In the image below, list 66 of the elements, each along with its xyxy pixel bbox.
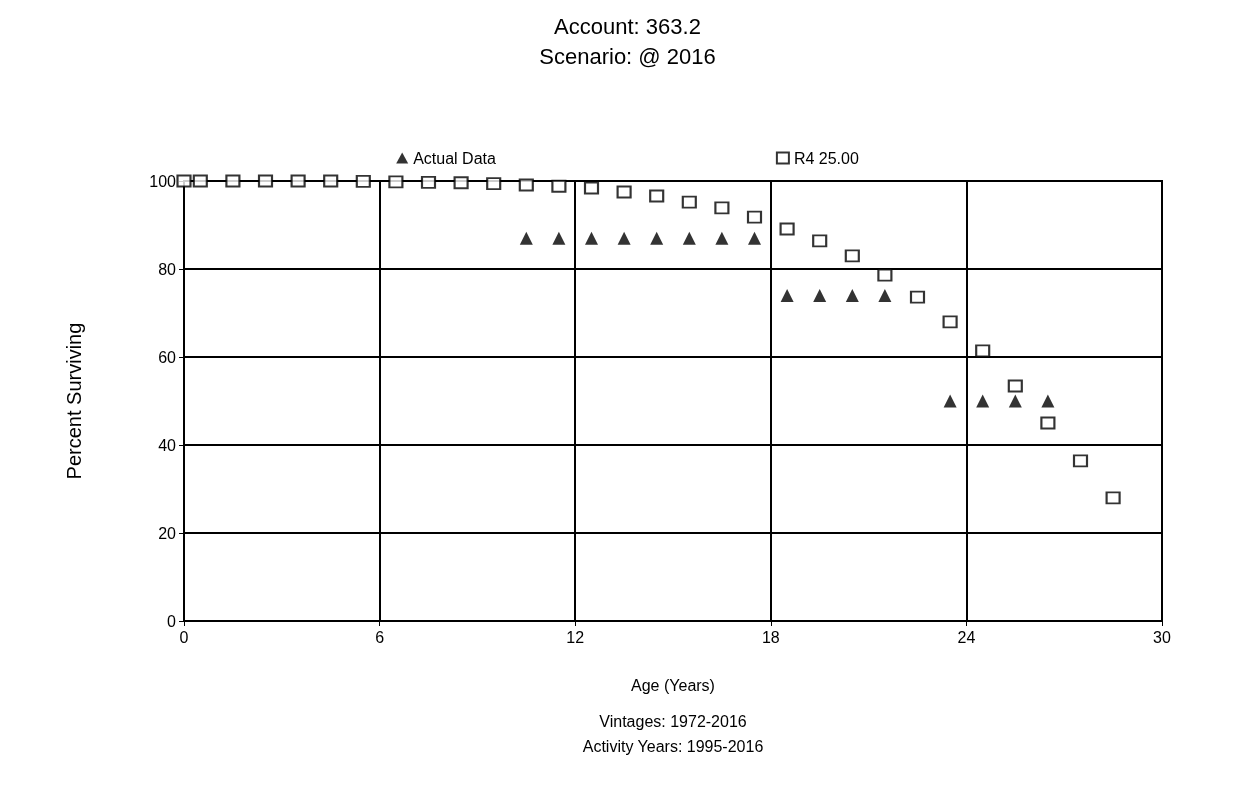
legend-label: Actual Data <box>413 149 496 167</box>
point <box>388 175 404 189</box>
y-tick-label: 40 <box>158 436 177 454</box>
point <box>844 249 860 263</box>
point <box>878 288 892 302</box>
chart-title: Account: 363.2 <box>554 13 701 39</box>
point <box>943 394 957 408</box>
point <box>453 176 469 190</box>
y-tick-label: 20 <box>158 524 177 542</box>
point <box>682 231 696 245</box>
point <box>681 195 697 209</box>
point <box>617 231 631 245</box>
point <box>486 177 502 191</box>
y-tick-label: 60 <box>158 348 177 366</box>
point <box>650 231 664 245</box>
point <box>519 231 533 245</box>
point <box>845 288 859 302</box>
point <box>779 222 795 236</box>
x-tick-label: 6 <box>375 628 385 646</box>
point <box>1008 394 1022 408</box>
point <box>812 234 828 248</box>
point <box>813 288 827 302</box>
x-tick-label: 24 <box>957 628 976 646</box>
point <box>975 344 991 358</box>
point <box>355 174 371 188</box>
point <box>552 231 566 245</box>
point <box>323 174 339 188</box>
point <box>584 181 599 195</box>
x-tick-label: 12 <box>566 628 585 646</box>
point <box>748 231 761 245</box>
legend-label: R4 25.00 <box>793 149 859 167</box>
point <box>747 210 762 224</box>
point <box>1041 394 1055 408</box>
y-tick-label: 100 <box>149 172 177 190</box>
point <box>976 394 990 408</box>
y-tick-label: 80 <box>158 260 177 278</box>
point <box>1105 491 1121 505</box>
y-tick-label: 0 <box>167 612 177 630</box>
point <box>1073 454 1088 468</box>
point <box>877 268 893 282</box>
point <box>942 315 958 329</box>
point <box>616 185 632 199</box>
point <box>290 174 306 188</box>
point <box>780 288 794 302</box>
point <box>176 174 192 188</box>
text: Activity Years: 1995-2016 <box>582 737 764 755</box>
point <box>715 231 729 245</box>
x-tick-label: 30 <box>1153 628 1171 646</box>
x-tick-label: 0 <box>179 628 189 646</box>
point <box>192 174 208 188</box>
point <box>421 175 436 189</box>
x-tick-label: 18 <box>761 628 780 646</box>
y-axis-title: Percent Surviving <box>63 322 85 480</box>
point <box>551 179 567 193</box>
x-axis-title: Age (Years) <box>631 676 715 694</box>
point <box>585 231 598 245</box>
point <box>714 201 730 215</box>
point <box>649 189 665 203</box>
point <box>1007 379 1023 393</box>
chart-subtitle: Scenario: @ 2016 <box>539 43 716 69</box>
point <box>225 174 241 188</box>
text: Vintages: 1972-2016 <box>599 712 747 730</box>
point <box>910 290 925 304</box>
point <box>1040 416 1056 430</box>
point <box>518 178 534 192</box>
point <box>258 174 273 188</box>
